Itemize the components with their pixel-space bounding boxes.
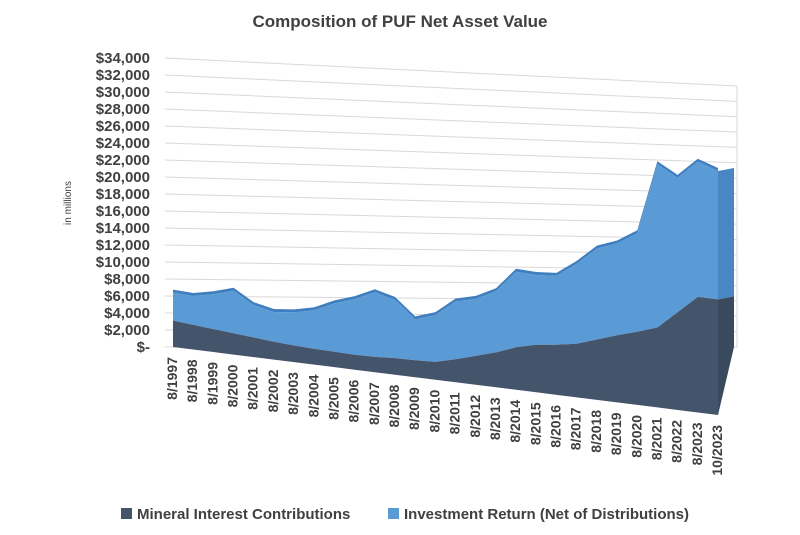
legend-label: Mineral Interest Contributions (137, 506, 350, 523)
legend-label: Investment Return (Net of Distributions) (404, 506, 689, 523)
x-tick-label: 8/2015 (527, 402, 543, 445)
y-tick-label: $26,000 (96, 118, 150, 135)
gridline (164, 91, 738, 118)
y-tick-label: $20,000 (96, 169, 150, 186)
x-tick-label: 8/2017 (568, 407, 584, 450)
y-tick-label: $14,000 (96, 220, 150, 237)
x-tick-label: 8/2022 (669, 420, 685, 463)
x-tick-label: 8/2016 (548, 405, 564, 448)
x-tick-label: 8/2020 (628, 415, 644, 458)
x-tick-label: 8/1998 (184, 359, 200, 402)
y-tick-label: $8,000 (104, 271, 150, 288)
y-tick-label: $- (137, 339, 150, 356)
x-tick-label: 8/2008 (386, 384, 402, 427)
x-tick-label: 8/2011 (447, 392, 463, 434)
y-tick-label: $10,000 (96, 254, 150, 271)
gridline (164, 159, 738, 179)
x-tick-label: 8/1997 (164, 357, 180, 400)
x-tick-label: 8/2005 (326, 377, 342, 420)
x-tick-label: 10/2023 (709, 425, 725, 476)
y-tick-label: $32,000 (96, 67, 150, 84)
x-tick-label: 8/2000 (225, 364, 241, 407)
plot-area (173, 158, 734, 415)
y-tick-label: $16,000 (96, 203, 150, 220)
mineral-interest-side-face (718, 296, 734, 415)
y-tick-label: $34,000 (96, 50, 150, 67)
y-tick-label: $4,000 (104, 305, 150, 322)
x-tick-label: 8/2021 (648, 417, 664, 460)
x-tick-label: 8/2018 (588, 410, 604, 453)
x-axis: 8/1997 8/1998 8/1999 8/2000 8/2001 8/2002 8/20… (164, 357, 725, 476)
x-tick-label: 8/2004 (305, 374, 321, 417)
x-tick-label: 8/2003 (285, 372, 301, 415)
x-tick-label: 8/2019 (608, 412, 624, 455)
x-tick-label: 8/1999 (204, 362, 220, 405)
y-tick-label: $18,000 (96, 186, 150, 203)
x-tick-label: 8/2013 (487, 397, 503, 440)
y-tick-label: $28,000 (96, 101, 150, 118)
y-tick-label: $6,000 (104, 288, 150, 305)
gridline (164, 125, 738, 148)
x-tick-label: 8/2010 (426, 389, 442, 432)
investment-return-side-face (718, 168, 734, 300)
y-axis: $-$2,000$4,000$6,000$8,000$10,000$12,000… (96, 50, 150, 356)
x-tick-label: 8/2001 (245, 367, 261, 410)
legend: Mineral Interest Contributions Investment… (121, 506, 689, 523)
x-tick-label: 8/2007 (366, 382, 382, 425)
y-tick-label: $2,000 (104, 322, 150, 339)
series-mineral-interest-area (173, 296, 718, 415)
legend-swatch (121, 508, 132, 519)
gridline (164, 193, 738, 210)
y-tick-label: $22,000 (96, 152, 150, 169)
gridline (164, 108, 738, 133)
x-tick-label: 8/2006 (346, 379, 362, 422)
x-tick-label: 8/2009 (406, 387, 422, 430)
x-tick-label: 8/2012 (467, 395, 483, 438)
gridline (164, 74, 738, 102)
x-tick-label: 8/2014 (507, 400, 523, 443)
gridline (164, 57, 738, 87)
x-tick-label: 8/2023 (689, 422, 705, 465)
y-tick-label: $30,000 (96, 84, 150, 101)
series-investment-return-area (173, 161, 718, 362)
y-axis-label: in millions (63, 181, 74, 225)
y-tick-label: $24,000 (96, 135, 150, 152)
gridline (164, 176, 738, 194)
legend-swatch (388, 508, 399, 519)
x-tick-label: 8/2002 (265, 369, 281, 412)
gridlines (164, 57, 738, 348)
y-tick-label: $12,000 (96, 237, 150, 254)
chart-title: Composition of PUF Net Asset Value (252, 12, 547, 31)
gridline (164, 142, 738, 164)
